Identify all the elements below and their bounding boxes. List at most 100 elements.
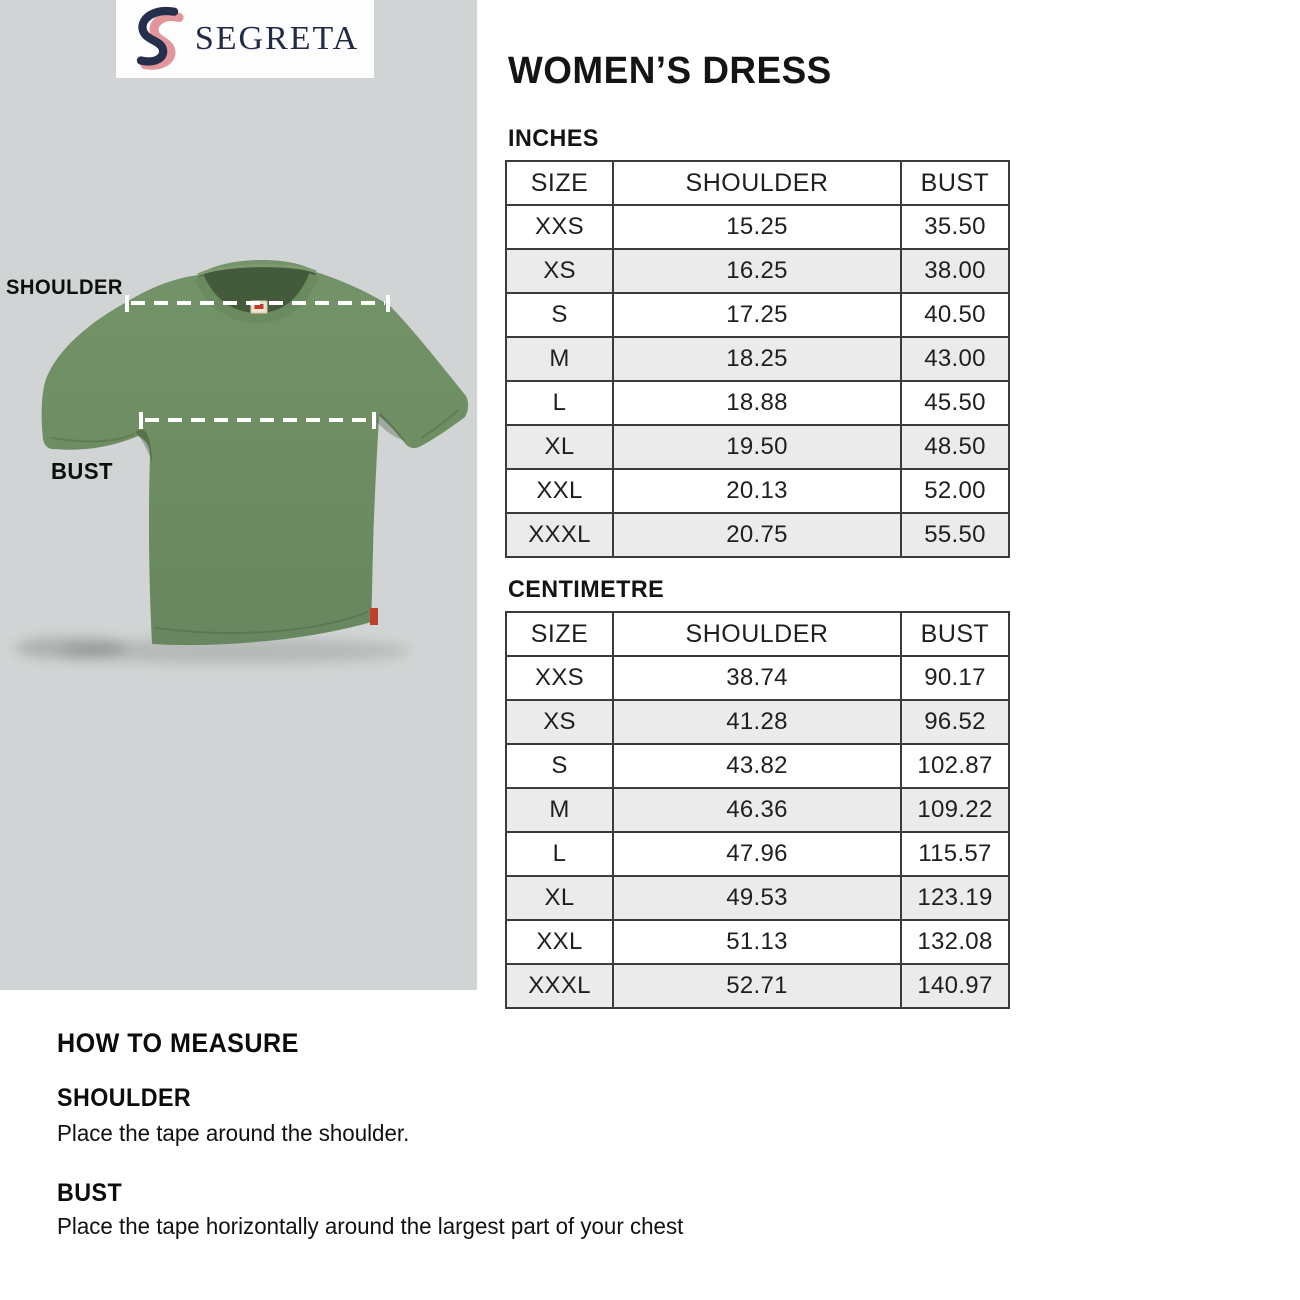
shoulder-section-text: Place the tape around the shoulder.: [57, 1120, 410, 1146]
size-cell: 90.17: [900, 655, 1010, 701]
size-cell: 115.57: [900, 831, 1010, 877]
size-cell: XXS: [505, 204, 614, 250]
tshirt-body: [41, 260, 469, 646]
left-cuff-seam: [51, 433, 135, 443]
photo-panel: SEGRETA: [0, 0, 477, 990]
column-header: BUST: [900, 611, 1010, 657]
size-cell: 19.50: [612, 424, 902, 470]
header-row: SIZE SHOULDER BUST: [505, 611, 1010, 657]
size-cell: 96.52: [900, 699, 1010, 745]
size-cell: 47.96: [612, 831, 902, 877]
hem-tag: [370, 608, 378, 625]
size-cell: 140.97: [900, 963, 1010, 1009]
collar-band: [194, 273, 319, 324]
size-cell: 40.50: [900, 292, 1010, 338]
inches-label: INCHES: [508, 125, 599, 152]
size-cell: XXS: [505, 655, 614, 701]
shoulder-section-heading: SHOULDER: [57, 1084, 192, 1112]
header-row: SIZE SHOULDER BUST: [505, 160, 1010, 206]
shoulder-label: SHOULDER: [6, 276, 123, 299]
size-row: XL 49.53 123.19: [505, 875, 1010, 921]
size-cell: 35.50: [900, 204, 1010, 250]
bust-measure-line: [139, 412, 376, 429]
size-cell: XXL: [505, 919, 614, 965]
size-cell: 18.88: [612, 380, 902, 426]
size-cell: 38.74: [612, 655, 902, 701]
size-row: L 18.88 45.50: [505, 380, 1010, 426]
size-cell: XXL: [505, 468, 614, 514]
size-row: S 17.25 40.50: [505, 292, 1010, 338]
size-cell: 45.50: [900, 380, 1010, 426]
column-header: SHOULDER: [612, 160, 902, 206]
inches-section: INCHES SIZE SHOULDER BUST XXS 15.25 35.50 XS 1…: [505, 125, 1010, 558]
size-row: XXS 15.25 35.50: [505, 204, 1010, 250]
size-cell: 20.13: [612, 468, 902, 514]
centimetre-section: CENTIMETRE SIZE SHOULDER BUST XXS 38.74 90.1…: [505, 576, 1010, 1009]
inches-table: SIZE SHOULDER BUST XXS 15.25 35.50 XS 16.25 38.…: [505, 160, 1010, 558]
size-row: XXL 51.13 132.08: [505, 919, 1010, 965]
size-cell: 46.36: [612, 787, 902, 833]
collar-top-edge: [197, 264, 317, 277]
size-cell: 109.22: [900, 787, 1010, 833]
size-cell: 123.19: [900, 875, 1010, 921]
size-cell: 51.13: [612, 919, 902, 965]
page-title: WOMEN’S DRESS: [508, 50, 832, 92]
size-cell: M: [505, 336, 614, 382]
size-row: XXS 38.74 90.17: [505, 655, 1010, 701]
right-cuff-seam: [420, 409, 459, 439]
shade-right: [377, 413, 405, 441]
tshirt-image: [15, 260, 469, 664]
size-cell: 132.08: [900, 919, 1010, 965]
size-cell: 102.87: [900, 743, 1010, 789]
size-cell: XXXL: [505, 512, 614, 558]
centimetre-label: CENTIMETRE: [508, 576, 665, 603]
size-cell: 16.25: [612, 248, 902, 294]
shade-left: [135, 429, 152, 462]
neck-tag-print: [254, 304, 264, 309]
shirt-shadow-left: [15, 637, 125, 659]
size-row: XXXL 52.71 140.97: [505, 963, 1010, 1009]
shirt-shadow: [60, 638, 410, 664]
size-cell: XL: [505, 875, 614, 921]
size-cell: XS: [505, 699, 614, 745]
hem-seam: [154, 611, 369, 634]
brand-name: SEGRETA: [194, 20, 360, 57]
size-row: XL 19.50 48.50: [505, 424, 1010, 470]
size-cell: L: [505, 380, 614, 426]
column-header: SIZE: [505, 160, 614, 206]
size-row: M 18.25 43.00: [505, 336, 1010, 382]
size-cell: S: [505, 292, 614, 338]
size-cell: XL: [505, 424, 614, 470]
size-cell: 17.25: [612, 292, 902, 338]
size-cell: 49.53: [612, 875, 902, 921]
bust-section-text: Place the tape horizontally around the l…: [57, 1213, 684, 1239]
how-to-measure-title: HOW TO MEASURE: [57, 1028, 299, 1058]
size-cell: 20.75: [612, 512, 902, 558]
size-cell: L: [505, 831, 614, 877]
size-cell: 41.28: [612, 699, 902, 745]
size-cell: 55.50: [900, 512, 1010, 558]
shoulder-measure-line: [125, 295, 390, 312]
size-row: XXXL 20.75 55.50: [505, 512, 1010, 558]
size-cell: XS: [505, 248, 614, 294]
size-row: L 47.96 115.57: [505, 831, 1010, 877]
size-cell: 18.25: [612, 336, 902, 382]
segreta-swirl-icon: [136, 6, 184, 70]
column-header: BUST: [900, 160, 1010, 206]
size-row: XS 16.25 38.00: [505, 248, 1010, 294]
size-cell: 43.82: [612, 743, 902, 789]
size-row: XXL 20.13 52.00: [505, 468, 1010, 514]
centimetre-table: SIZE SHOULDER BUST XXS 38.74 90.17 XS 41.28 96.…: [505, 611, 1010, 1009]
size-cell: 38.00: [900, 248, 1010, 294]
size-cell: 48.50: [900, 424, 1010, 470]
brand-logo: SEGRETA: [116, 0, 374, 78]
bust-label: BUST: [51, 458, 114, 484]
column-header: SIZE: [505, 611, 614, 657]
size-row: XS 41.28 96.52: [505, 699, 1010, 745]
size-row: S 43.82 102.87: [505, 743, 1010, 789]
bust-section-heading: BUST: [57, 1179, 123, 1207]
size-cell: 52.00: [900, 468, 1010, 514]
size-cell: XXXL: [505, 963, 614, 1009]
size-cell: 52.71: [612, 963, 902, 1009]
size-cell: 43.00: [900, 336, 1010, 382]
